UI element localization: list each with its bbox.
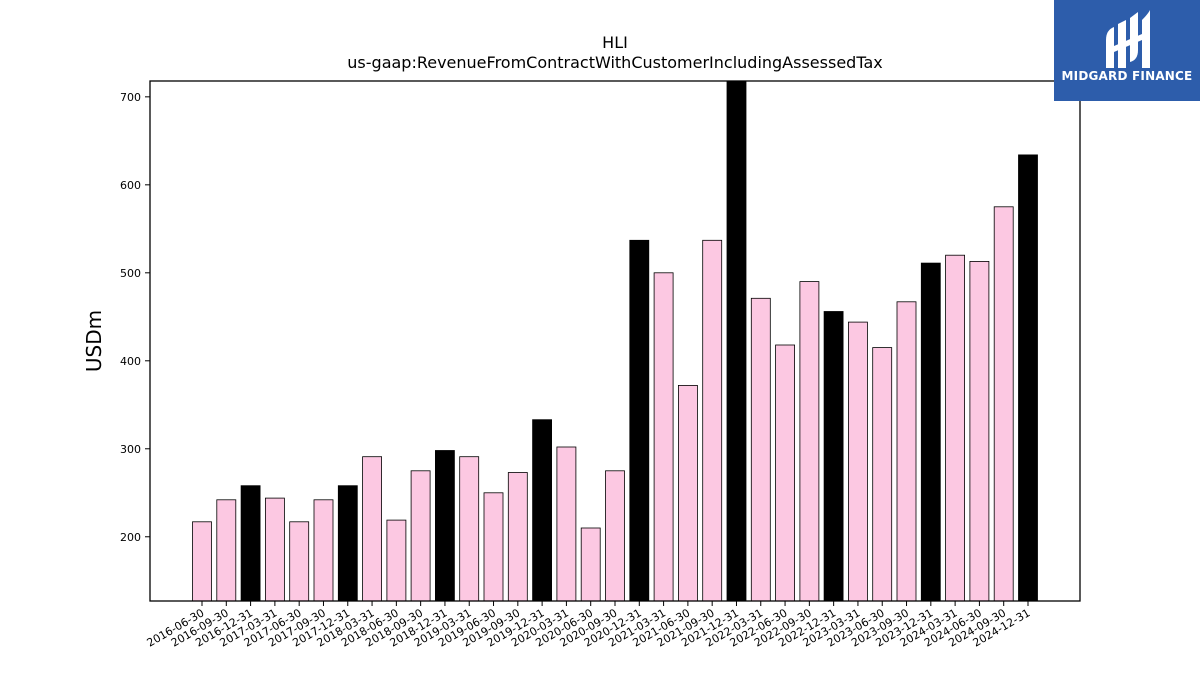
bar-2016-12-31 <box>240 485 261 602</box>
bar-2020-09-30 <box>605 470 625 602</box>
bar-2019-12-31 <box>532 419 552 602</box>
chart-title: HLI <box>602 33 628 52</box>
y-tick-label-500: 500 <box>120 267 141 280</box>
bar-2021-03-31 <box>653 272 674 602</box>
y-tick-label-700: 700 <box>120 91 141 104</box>
bar-2021-06-30 <box>678 384 698 602</box>
bar-2016-06-30 <box>192 521 212 602</box>
bar-2020-03-31 <box>556 446 577 602</box>
bar-2020-12-31 <box>629 239 650 602</box>
bar-2021-12-31 <box>726 80 747 602</box>
bar-2019-03-31 <box>459 456 480 602</box>
bar-2024-06-30 <box>969 260 990 602</box>
bar-2022-12-31 <box>823 311 844 602</box>
bar-2017-12-31 <box>337 485 358 602</box>
bar-2024-03-31 <box>945 254 965 602</box>
bar-2016-09-30 <box>216 499 237 602</box>
y-tick-label-400: 400 <box>120 355 141 368</box>
bar-2019-09-30 <box>507 472 528 602</box>
bar-2018-06-30 <box>386 519 407 602</box>
bar-2023-09-30 <box>896 301 917 602</box>
bar-2018-09-30 <box>410 470 431 602</box>
logo-text: MIDGARD FINANCE <box>1061 69 1193 83</box>
bar-2017-06-30 <box>289 521 310 602</box>
bar-2022-06-30 <box>775 344 795 602</box>
bar-2017-09-30 <box>313 499 334 602</box>
bar-2019-06-30 <box>483 492 504 602</box>
chart-subtitle: us-gaap:RevenueFromContractWithCustomerI… <box>347 53 882 72</box>
bar-2017-03-31 <box>264 497 285 602</box>
bar-2024-09-30 <box>993 206 1014 602</box>
bar-2023-03-31 <box>848 321 868 602</box>
bar-2023-12-31 <box>920 262 941 602</box>
bar-2020-06-30 <box>580 527 601 602</box>
y-tick-label-200: 200 <box>120 531 141 544</box>
bar-2018-12-31 <box>434 450 455 602</box>
bar-2022-03-31 <box>750 297 771 602</box>
y-tick-label-300: 300 <box>120 443 141 456</box>
midgard-logo-icon <box>1106 10 1150 68</box>
bar-2024-12-31 <box>1018 154 1038 602</box>
midgard-finance-logo: MIDGARD FINANCE <box>1054 0 1200 101</box>
bar-2023-06-30 <box>872 347 893 602</box>
bar-2018-03-31 <box>362 456 383 602</box>
y-axis-label: USDm <box>82 310 106 372</box>
y-tick-label-600: 600 <box>120 179 141 192</box>
bar-2021-09-30 <box>702 239 723 602</box>
bar-2022-09-30 <box>799 281 820 602</box>
